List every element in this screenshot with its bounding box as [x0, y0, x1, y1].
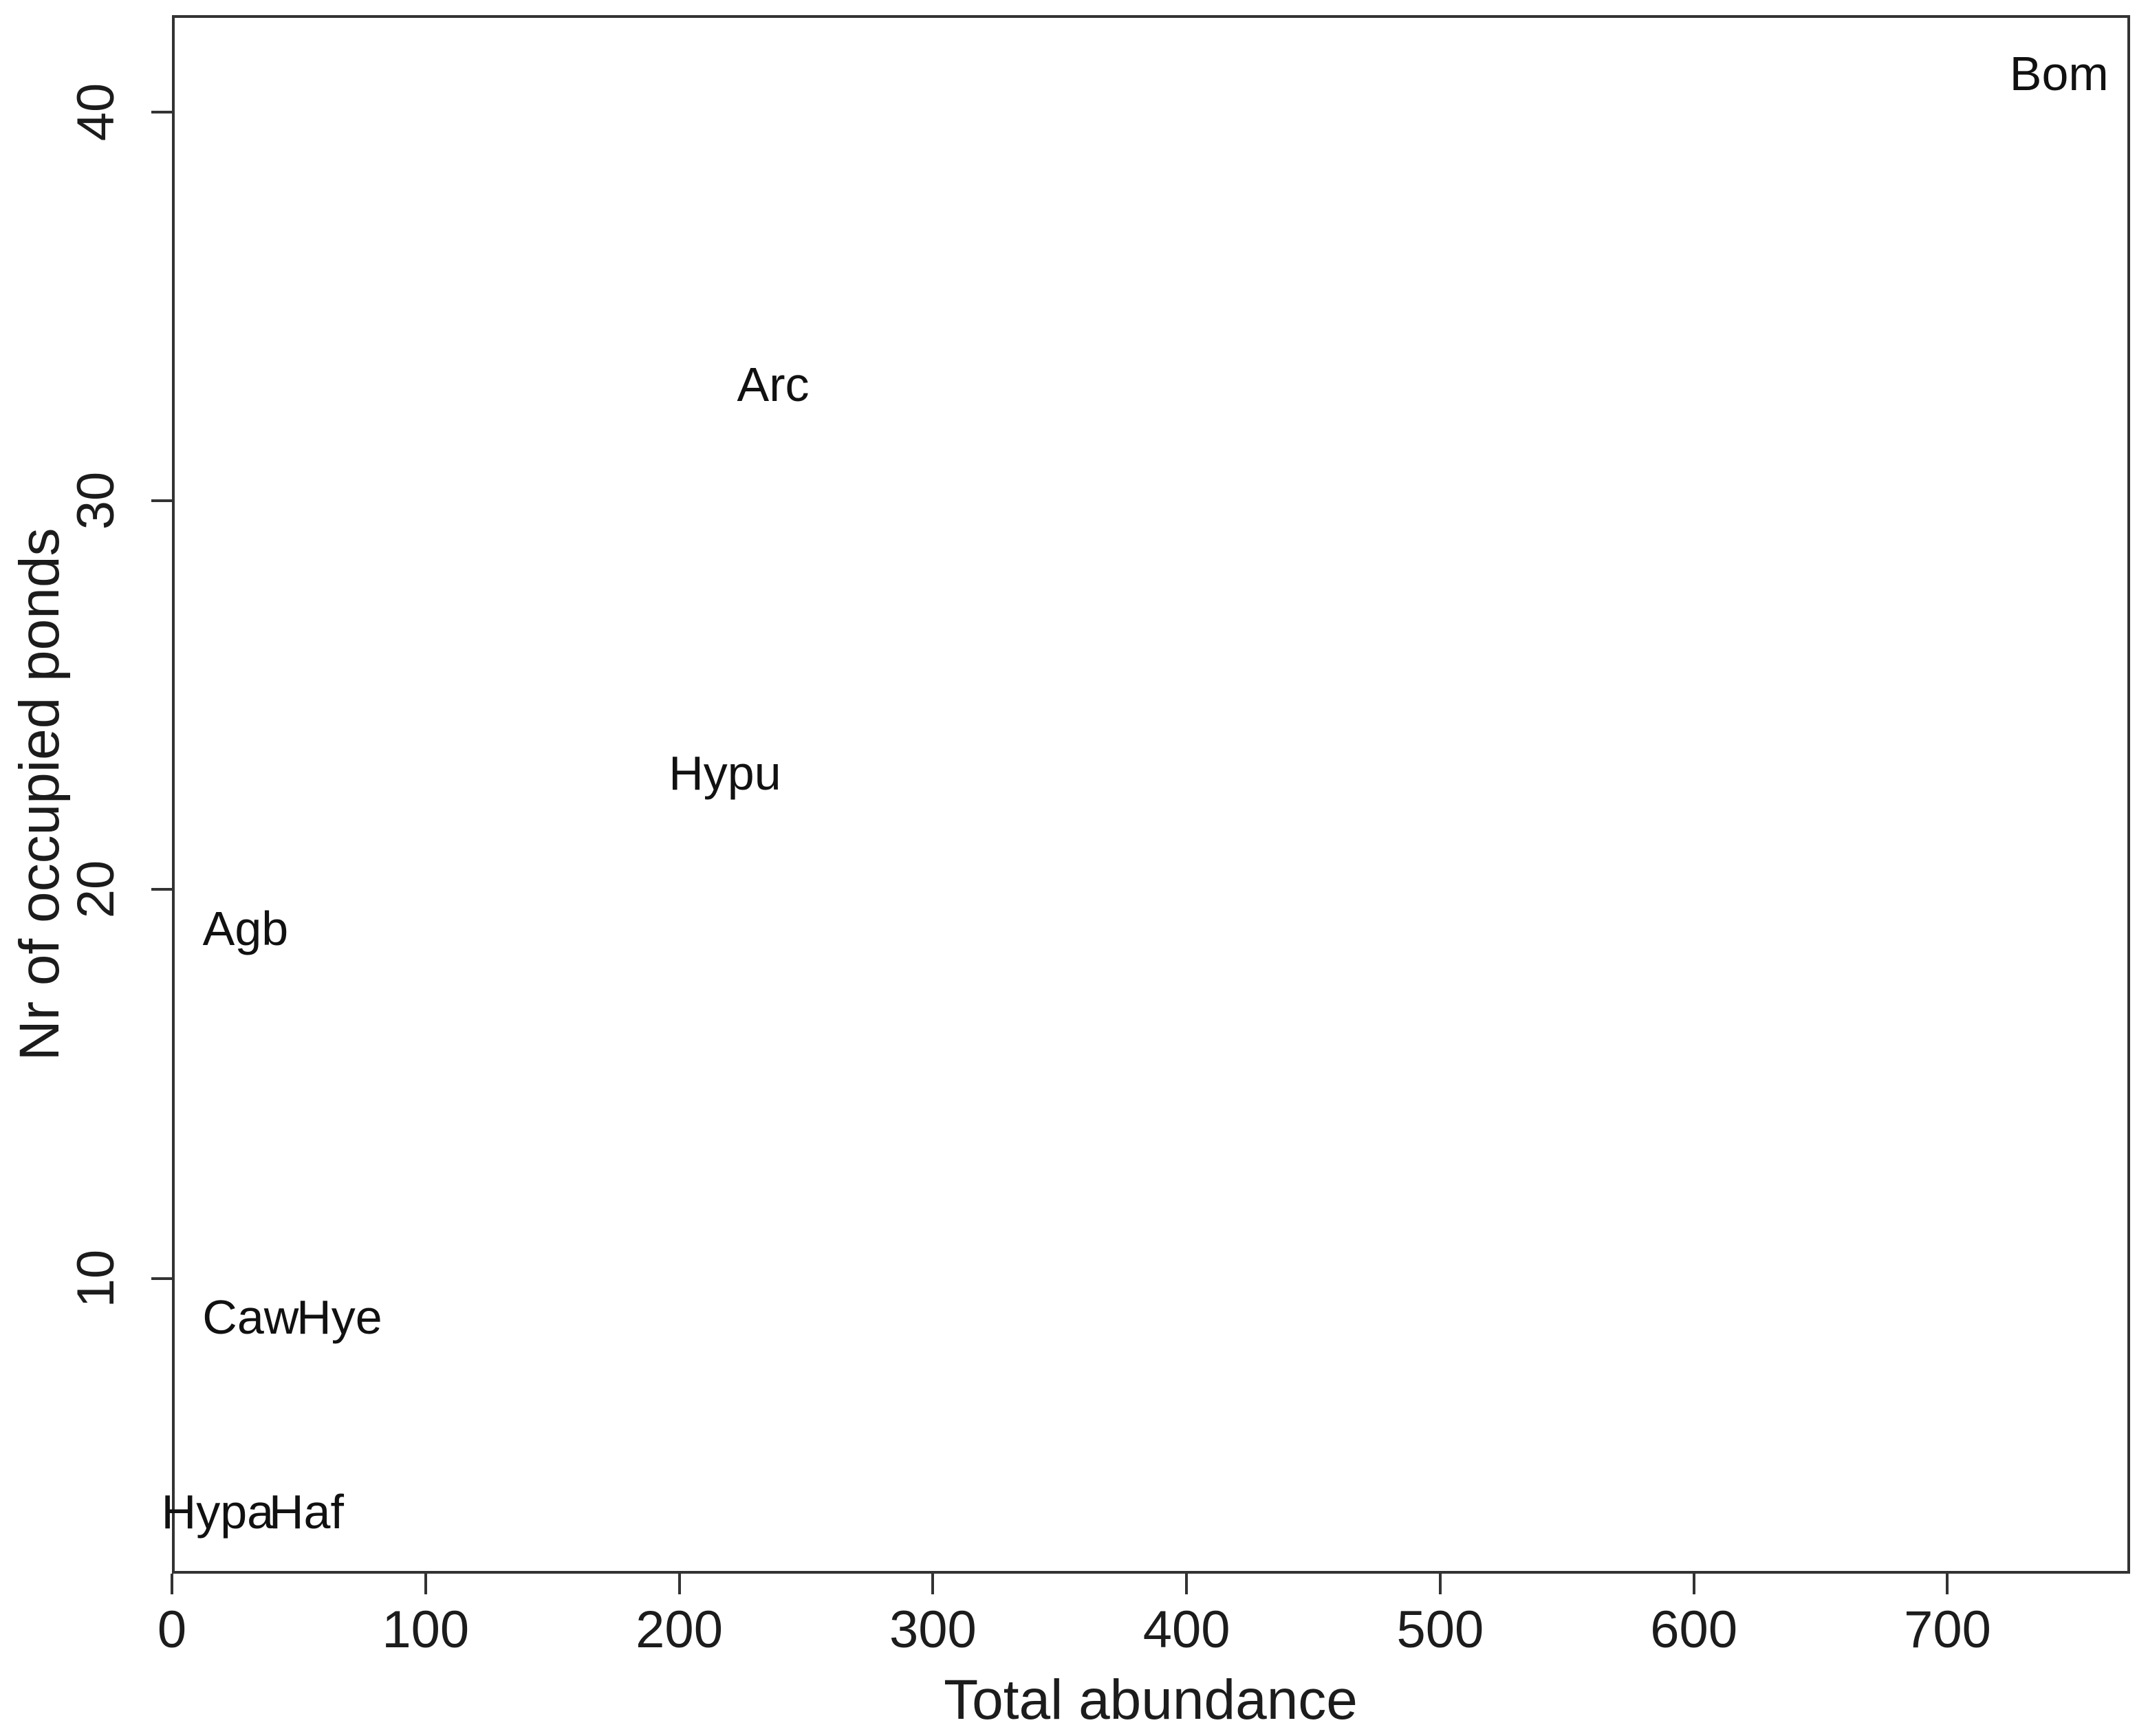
y-axis-tick-label: 20: [67, 860, 125, 919]
y-axis-tick: [151, 499, 172, 503]
x-axis-tick-label: 0: [157, 1601, 187, 1659]
data-point-label: Caw: [202, 1290, 299, 1345]
x-axis-tick: [1946, 1574, 1949, 1594]
y-axis-tick-label: 10: [67, 1249, 125, 1308]
x-axis-tick-label: 600: [1650, 1601, 1738, 1659]
x-axis-tick-label: 300: [889, 1601, 977, 1659]
x-axis-tick: [677, 1574, 681, 1594]
x-axis-tick: [931, 1574, 935, 1594]
data-point-label: Agb: [202, 901, 289, 955]
data-point-label: Arc: [737, 357, 810, 411]
x-axis-tick: [1438, 1574, 1442, 1594]
data-point-label: Hye: [296, 1290, 382, 1345]
data-point-label: Bom: [2009, 46, 2109, 100]
x-axis-tick-label: 500: [1396, 1601, 1484, 1659]
y-axis-tick: [151, 1277, 172, 1280]
y-axis-tick-label: 30: [67, 472, 125, 530]
x-axis-tick: [1692, 1574, 1695, 1594]
data-point-label: Hypa: [161, 1484, 274, 1539]
y-axis-tick: [151, 111, 172, 114]
x-axis-tick: [1185, 1574, 1189, 1594]
y-axis-tick-label: 40: [67, 83, 125, 142]
x-axis-tick: [424, 1574, 427, 1594]
x-axis-tick: [171, 1574, 173, 1594]
y-axis-title: Nr of occupied ponds: [8, 528, 71, 1061]
x-axis-tick-label: 700: [1904, 1601, 1991, 1659]
data-point-label: Hypu: [669, 746, 781, 800]
x-axis-tick-label: 200: [636, 1601, 723, 1659]
x-axis-title: Total abundance: [944, 1669, 1358, 1731]
y-axis-tick: [151, 888, 172, 891]
data-point-label: Haf: [268, 1484, 344, 1539]
x-axis-tick-label: 100: [382, 1601, 470, 1659]
x-axis-tick-label: 400: [1142, 1601, 1230, 1659]
plot-area-border: [172, 15, 2130, 1574]
